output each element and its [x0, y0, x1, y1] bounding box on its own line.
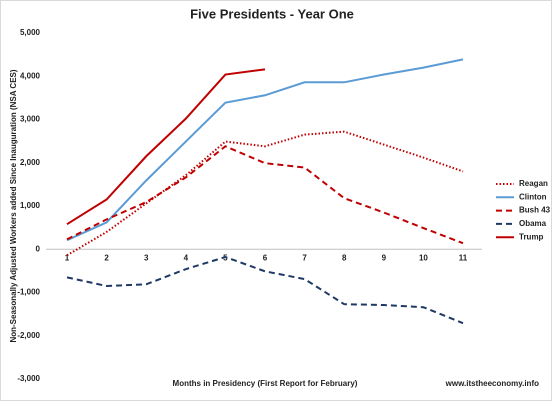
y-tick-label: -2,000 [17, 331, 40, 340]
source: www.itstheeconomy.info [445, 379, 539, 388]
x-tick-label: 3 [144, 253, 149, 262]
series-line [66, 145, 464, 245]
legend-label: Bush 43 [519, 206, 551, 215]
y-tick-label: -3,000 [17, 374, 40, 383]
y-tick-label: 3,000 [20, 115, 41, 124]
x-tick-label: 11 [459, 253, 468, 262]
y-tick-label: 4,000 [20, 71, 41, 80]
legend-label: Obama [519, 219, 547, 228]
x-tick-label: 1 [65, 253, 70, 262]
x-tick-label: 9 [382, 253, 387, 262]
y-tick-label: -1,000 [17, 288, 40, 297]
x-tick-label: 2 [104, 253, 109, 262]
x-tick-label: 8 [342, 253, 347, 262]
x-tick-label: 4 [184, 253, 189, 262]
legend-label: Clinton [519, 192, 547, 201]
x-tick-label: 10 [419, 253, 428, 262]
y-tick-label: 5,000 [20, 28, 41, 37]
y-tick-label: 2,000 [20, 158, 41, 167]
x-axis-title: Months in Presidency (First Report for F… [173, 379, 358, 388]
legend-label: Reagan [519, 179, 548, 188]
chart-title: Five Presidents - Year One [190, 6, 354, 21]
y-axis-title: Non-Seasonally Adjusted Workers added Si… [9, 69, 18, 342]
series-line [66, 130, 464, 257]
x-tick-label: 6 [263, 253, 268, 262]
x-tick-label: 7 [302, 253, 307, 262]
series-line [66, 58, 464, 242]
y-tick-label: 0 [36, 244, 41, 253]
legend-label: Trump [519, 232, 544, 241]
y-tick-label: 1,000 [20, 201, 41, 210]
series-line [66, 68, 266, 226]
